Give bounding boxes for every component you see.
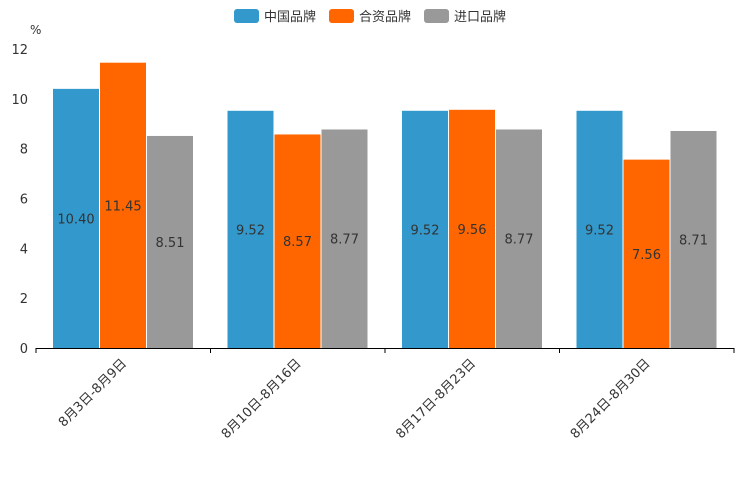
y-axis: 0 2 4 6 8 10 12 [11,43,28,357]
bar[interactable] [449,109,495,349]
legend-swatch-3[interactable] [424,9,449,23]
bar-value-label: 8.77 [330,233,359,248]
x-tick-label: 8月10日-8月16日 [219,356,305,442]
y-tick-label: 8 [20,143,28,158]
bar[interactable] [402,110,448,348]
x-axis: 8月3日-8月9日 8月10日-8月16日 8月17日-8月23日 8月24日-8月3… [35,348,735,442]
legend-swatch-1[interactable] [234,9,259,23]
legend: 中国品牌 合资品牌 进口品牌 [234,9,506,25]
bar[interactable] [53,88,99,348]
bar-value-label: 8.77 [505,233,534,248]
bar-value-label: 11.45 [104,199,141,214]
y-tick-label: 10 [11,93,28,108]
bar[interactable] [321,129,368,348]
bar[interactable] [147,135,193,348]
bar-value-label: 10.40 [57,212,94,227]
bar-value-label: 8.71 [679,233,708,248]
bar-value-label: 9.52 [585,223,614,238]
y-tick-label: 4 [20,242,28,257]
bar-value-label: 8.57 [283,235,312,250]
bar[interactable] [227,110,274,348]
legend-swatch-2[interactable] [329,9,354,23]
bar[interactable] [576,110,623,348]
plot-area: 10.40 11.45 8.51 9.52 8.57 8.77 9.52 9.56 8.77 9.… [53,62,717,349]
legend-label-3[interactable]: 进口品牌 [454,9,506,25]
bar[interactable] [274,134,321,348]
bar-value-label: 9.52 [411,223,440,238]
legend-label-1[interactable]: 中国品牌 [264,9,316,25]
legend-label-2[interactable]: 合资品牌 [359,9,411,25]
bar-value-label: 7.56 [632,248,661,263]
y-tick-label: 2 [20,292,28,307]
y-tick-label: 0 [20,342,28,357]
x-tick-label: 8月17日-8月23日 [393,356,479,442]
bar[interactable] [100,62,146,349]
x-tick-label: 8月24日-8月30日 [568,356,654,442]
bar[interactable] [496,129,542,348]
bar-value-label: 9.52 [236,223,265,238]
bar[interactable] [670,130,717,348]
bar-value-label: 9.56 [458,223,487,238]
y-tick-label: 6 [20,193,28,208]
bar[interactable] [623,159,670,348]
x-tick-label: 8月3日-8月9日 [56,356,130,430]
bar-value-label: 8.51 [156,236,185,251]
y-tick-label: 12 [11,43,28,58]
y-axis-unit-label: % [30,23,41,37]
